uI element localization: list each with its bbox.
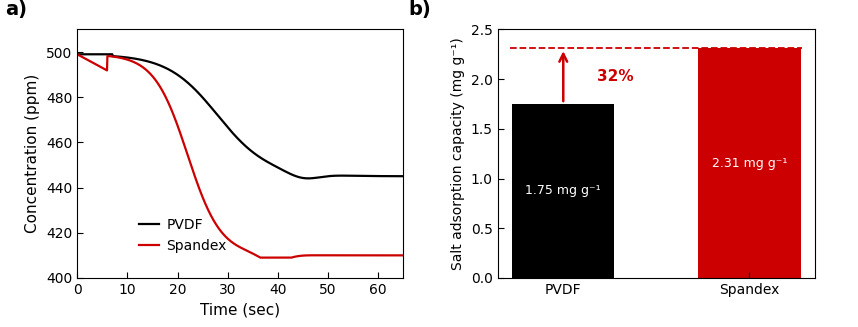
Text: 32%: 32% (597, 69, 633, 84)
Legend: PVDF, Spandex: PVDF, Spandex (133, 213, 233, 259)
Text: b): b) (408, 0, 432, 20)
Text: 2.31 mg g⁻¹: 2.31 mg g⁻¹ (712, 157, 787, 170)
Y-axis label: Concentration (ppm): Concentration (ppm) (26, 74, 40, 233)
Text: 1.75 mg g⁻¹: 1.75 mg g⁻¹ (525, 184, 601, 198)
Bar (512, 104, 614, 278)
Bar (698, 48, 801, 278)
X-axis label: Time (sec): Time (sec) (200, 302, 281, 318)
Y-axis label: Salt adsorption capacity (mg g⁻¹): Salt adsorption capacity (mg g⁻¹) (451, 37, 465, 270)
Text: a): a) (5, 0, 27, 20)
